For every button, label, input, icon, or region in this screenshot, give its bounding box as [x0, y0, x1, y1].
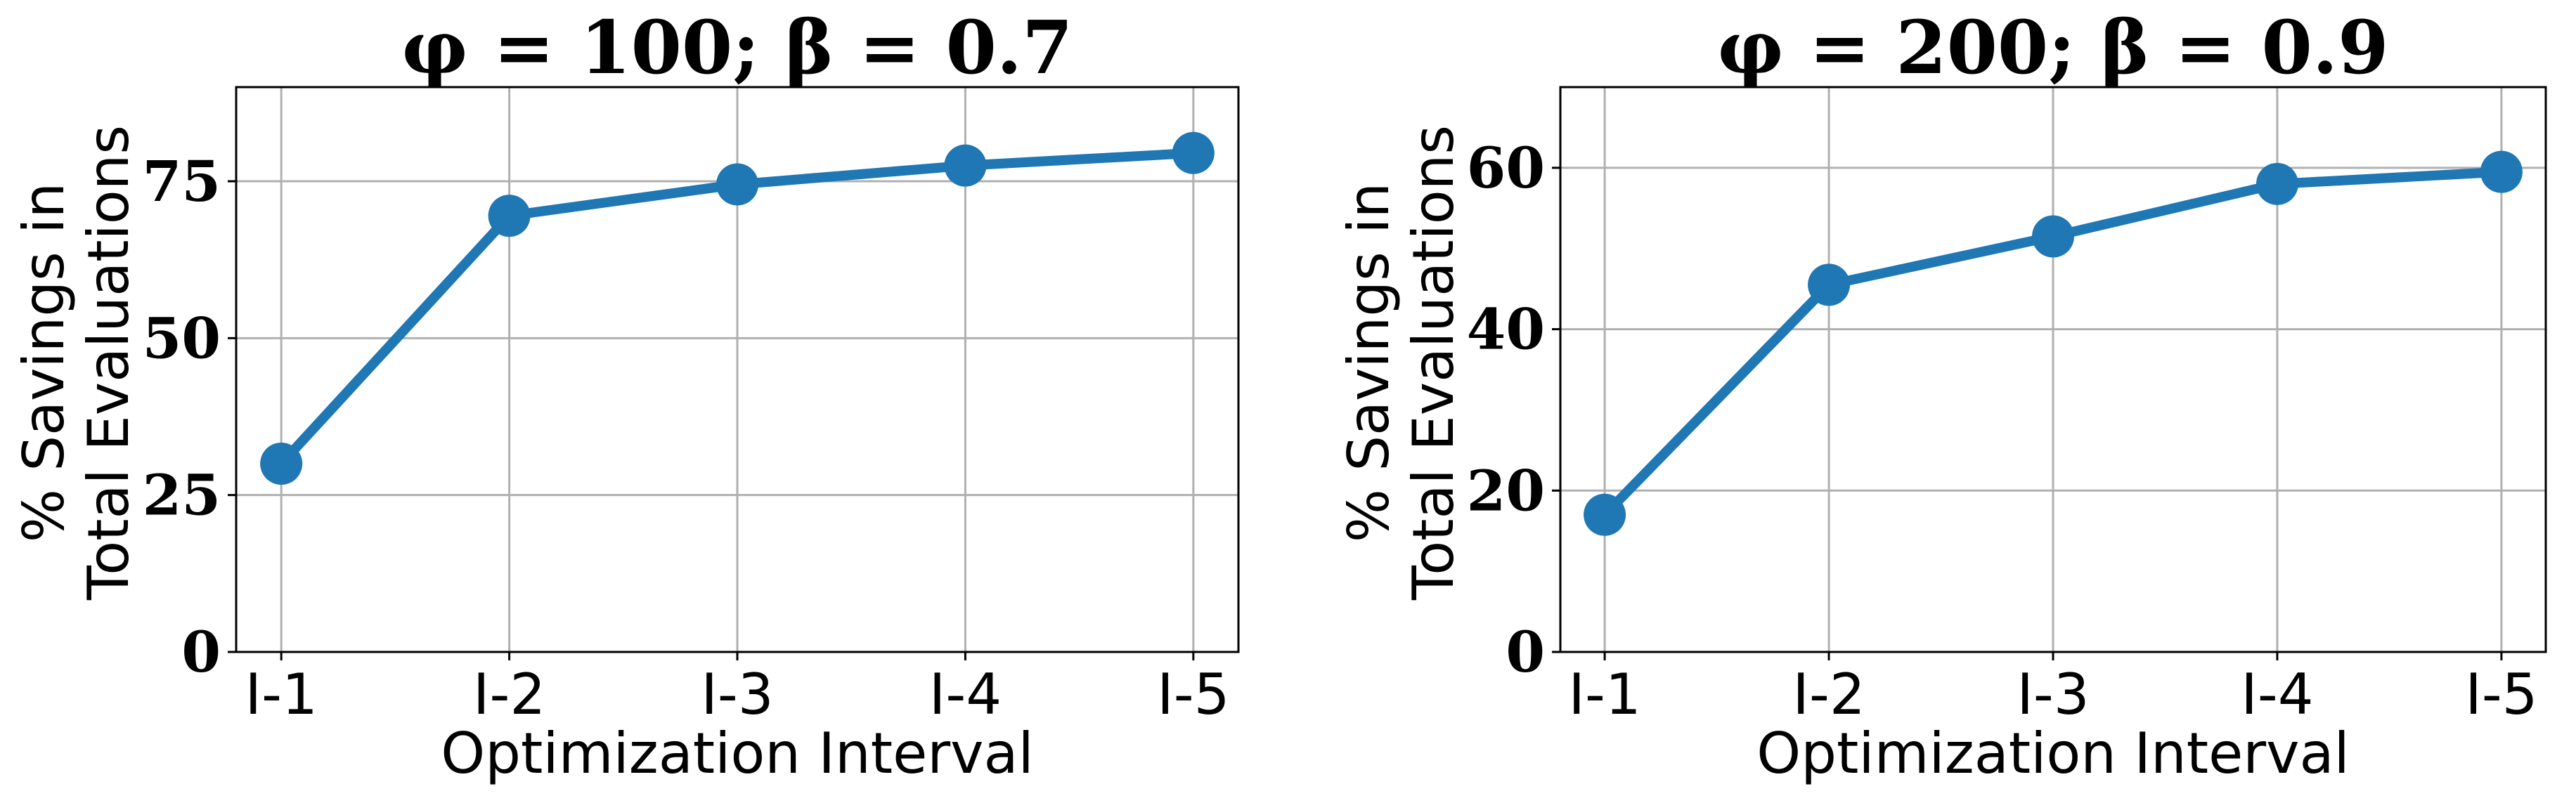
x-tick-label: I-2 — [473, 662, 545, 727]
x-tick-label: I-3 — [2017, 662, 2089, 727]
data-point-marker — [2032, 215, 2074, 258]
y-axis-label: % Savings in — [11, 183, 77, 542]
x-axis-label: Optimization Interval — [441, 721, 1034, 786]
data-point-marker — [1584, 493, 1626, 536]
x-tick-label: I-2 — [1792, 662, 1865, 727]
y-tick-label: 60 — [1467, 135, 1545, 201]
data-point-marker — [716, 163, 758, 206]
data-point-marker — [2255, 162, 2298, 205]
data-point-marker — [2480, 150, 2523, 193]
y-tick-label: 0 — [1506, 619, 1545, 685]
data-point-marker — [944, 144, 987, 187]
x-tick-label: I-4 — [929, 662, 1002, 727]
data-point-marker — [488, 195, 531, 237]
y-tick-label: 50 — [143, 305, 221, 371]
x-tick-label: I-3 — [701, 662, 773, 727]
x-tick-label: I-4 — [2241, 662, 2313, 727]
data-point-marker — [1808, 263, 1851, 306]
y-tick-label: 40 — [1467, 296, 1545, 363]
chart-title: φ = 100; β = 0.7 — [402, 4, 1073, 91]
chart-panel-1: I-1 I-2 I-3 I-4 I-5 0 25 50 75 φ = 100; β = 0.7 Op… — [11, 4, 1240, 786]
y-tick-label: 20 — [1467, 457, 1545, 523]
x-tick-label: I-1 — [245, 662, 317, 727]
y-tick-label: 25 — [143, 462, 221, 528]
y-axis-label: % Savings in — [1336, 183, 1402, 542]
x-tick-label: I-1 — [1568, 662, 1640, 727]
y-tick-label: 0 — [181, 619, 221, 685]
chart-panel-2: I-1 I-2 I-3 I-4 I-5 0 20 40 60 φ = 200; β = 0.9 Op… — [1336, 4, 2547, 786]
y-axis-label: Total Evaluations — [1401, 125, 1466, 601]
x-tick-label: I-5 — [2465, 662, 2537, 727]
x-tick-label: I-5 — [1157, 662, 1229, 727]
y-tick-label: 75 — [143, 148, 221, 214]
x-axis-label: Optimization Interval — [1756, 721, 2350, 786]
data-point-marker — [1172, 131, 1215, 174]
chart-title: φ = 200; β = 0.9 — [1718, 4, 2389, 91]
y-axis-label: Total Evaluations — [76, 125, 141, 601]
data-point-marker — [260, 443, 303, 485]
